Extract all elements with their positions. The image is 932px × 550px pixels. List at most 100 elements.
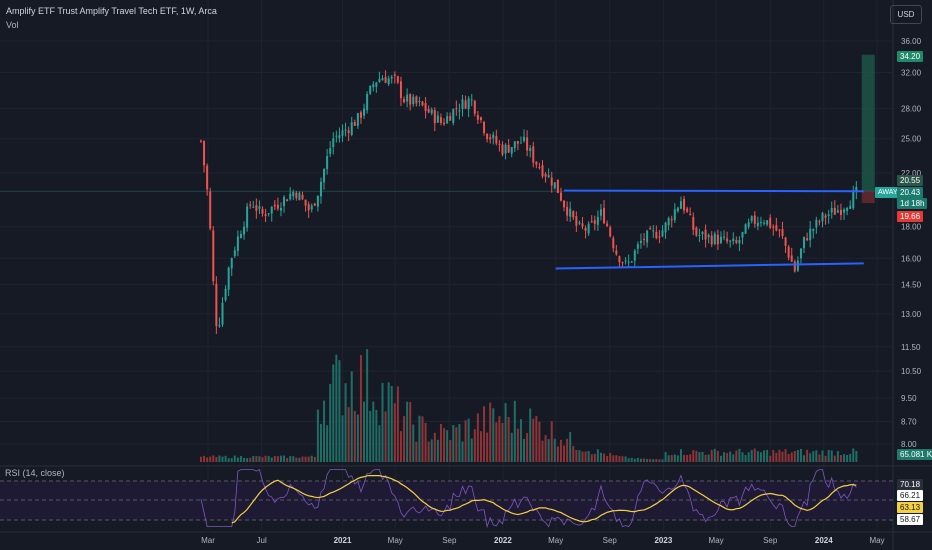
candle-body <box>347 130 350 134</box>
price-tick-label: 22.00 <box>901 169 922 178</box>
candle-body <box>283 196 286 206</box>
volume-bar <box>492 408 495 462</box>
candle-body <box>529 148 532 152</box>
volume-bar <box>298 457 301 462</box>
volume-bar <box>566 438 569 462</box>
volume-bar <box>732 454 735 462</box>
volume-bar <box>738 448 741 462</box>
candle-body <box>507 144 510 153</box>
candle-body <box>599 209 602 216</box>
volume-bar <box>307 456 310 462</box>
candle-body <box>818 221 821 223</box>
candle-body <box>218 324 221 327</box>
volume-bar <box>439 423 442 462</box>
candle-body <box>255 205 258 211</box>
candle-body <box>221 302 224 325</box>
volume-bar <box>559 439 562 462</box>
candle-body <box>409 94 412 105</box>
volume-bar <box>661 459 664 462</box>
volume-bar <box>479 431 482 462</box>
volume-bar <box>658 459 661 462</box>
candle-body <box>464 100 467 109</box>
volume-bar <box>486 432 489 462</box>
time-tick-label: May <box>709 536 724 545</box>
volume-bar <box>547 439 550 462</box>
rsi-ma-badge: 63.13 <box>897 502 924 513</box>
volume-bar <box>507 417 510 462</box>
candle-body <box>535 161 538 165</box>
volume-bar <box>332 364 335 462</box>
candle-body <box>729 240 732 242</box>
candle-body <box>236 236 239 251</box>
volume-bar <box>369 410 372 462</box>
candle-body <box>618 256 621 263</box>
candle-body <box>673 209 676 221</box>
candle-body <box>406 94 409 102</box>
candle-body <box>541 165 544 177</box>
candle-body <box>581 223 584 227</box>
volume-bar <box>221 456 224 462</box>
candle-body <box>732 238 735 242</box>
candle-body <box>516 141 519 144</box>
volume-bar <box>624 456 627 462</box>
volume-bar <box>679 449 682 462</box>
candle-body <box>738 239 741 244</box>
candle-body <box>526 137 529 151</box>
candle-body <box>772 226 775 228</box>
volume-bar <box>390 386 393 462</box>
volume-group <box>199 349 858 462</box>
currency-button[interactable]: USD <box>890 5 922 24</box>
candle-body <box>276 204 279 209</box>
volume-bar <box>267 456 270 462</box>
candle-body <box>796 260 799 271</box>
candle-body <box>439 117 442 123</box>
target-price-badge: 34.20 <box>897 51 924 62</box>
candle-body <box>532 146 535 163</box>
volume-bar <box>655 459 658 462</box>
volume-bar <box>649 458 652 462</box>
volume-bar <box>590 454 593 462</box>
volume-bar <box>729 451 732 462</box>
volume-bar <box>467 418 470 462</box>
candle-body <box>827 214 830 216</box>
volume-bar <box>209 456 212 462</box>
candle-body <box>633 250 636 261</box>
candle-body <box>649 227 652 230</box>
volume-bar <box>316 409 319 462</box>
candle-body <box>661 230 664 237</box>
volume-bar <box>544 435 547 462</box>
price-tick-label: 32.00 <box>901 69 922 78</box>
candle-body <box>412 96 415 105</box>
volume-bar <box>295 457 298 462</box>
price-tick-label: 16.00 <box>901 254 922 263</box>
volume-bar <box>258 456 261 462</box>
candle-body <box>747 222 750 227</box>
volume-bar <box>701 451 704 462</box>
price-tick-label: 9.50 <box>901 394 917 403</box>
volume-bar <box>581 451 584 462</box>
candle-body <box>338 135 341 139</box>
volume-bar <box>335 354 338 462</box>
candle-body <box>809 228 812 241</box>
volume-bar <box>356 414 359 462</box>
candle-body <box>821 212 824 222</box>
candle-body <box>246 206 249 228</box>
volume-bar <box>279 455 282 462</box>
volume-bar <box>301 456 304 462</box>
volume-bar <box>436 439 439 462</box>
candle-body <box>467 98 470 110</box>
volume-bar <box>676 455 679 462</box>
candle-body <box>559 192 562 201</box>
candle-body <box>258 206 261 209</box>
volume-bar <box>203 455 206 462</box>
candle-body <box>566 206 569 216</box>
volume-bar <box>387 382 390 462</box>
candle-body <box>683 198 686 211</box>
candle-body <box>852 191 855 209</box>
candle-body <box>713 233 716 244</box>
volume-bar <box>461 441 464 462</box>
volume-bar <box>412 424 415 462</box>
volume-bar <box>464 420 467 462</box>
candle-body <box>384 76 387 83</box>
